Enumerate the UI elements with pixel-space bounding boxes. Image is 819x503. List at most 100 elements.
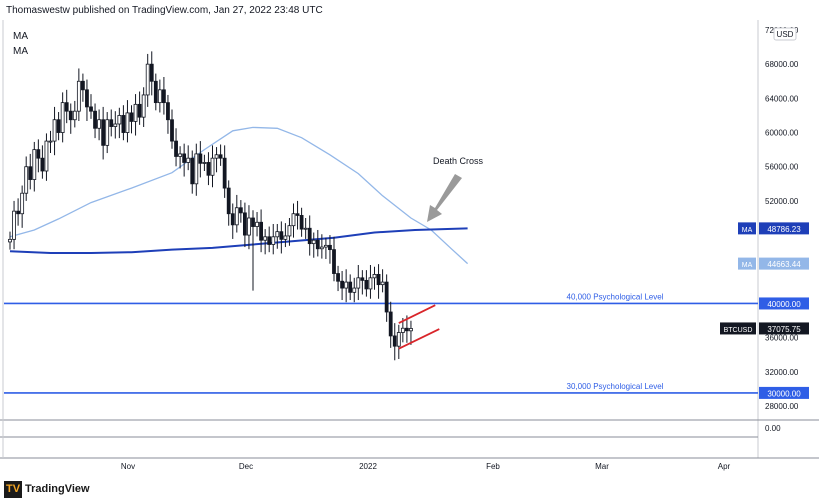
psychological-level-label: 40,000 Psychological Level: [567, 292, 664, 301]
level-price-label: 40000.00: [767, 300, 801, 309]
candle-body: [271, 236, 276, 245]
candle-body: [299, 215, 304, 230]
candle-body: [174, 140, 178, 157]
psychological-level-label: 30,000 Psychological Level: [567, 382, 664, 391]
candle-body: [396, 332, 401, 347]
candle-body: [137, 103, 142, 118]
candle-body: [81, 80, 85, 91]
channel-upper-line[interactable]: [398, 304, 436, 324]
candle-body: [129, 112, 134, 122]
candle-body: [145, 63, 150, 96]
candle-body: [105, 119, 110, 146]
candle-body: [141, 94, 146, 118]
candle-body: [392, 335, 397, 347]
currency-box[interactable]: [773, 27, 797, 41]
channel-lower-line[interactable]: [398, 328, 440, 350]
time-tick-label: Apr: [718, 462, 731, 471]
level-price-label: 30000.00: [767, 389, 801, 398]
candle-body: [222, 157, 227, 189]
level-price-badge: [759, 386, 809, 399]
candle-body: [259, 221, 264, 241]
candle-body: [287, 225, 292, 237]
candle-body: [409, 328, 413, 332]
symbol-label: BTCUSD: [724, 327, 753, 334]
candle-body: [384, 281, 389, 313]
ma-badge-label: MA: [742, 262, 753, 269]
ma-value-badge: [759, 222, 809, 235]
candle-body: [315, 239, 320, 250]
candle-body: [194, 153, 199, 185]
candle-body: [352, 287, 357, 293]
moving-average-slow-line[interactable]: [9, 227, 468, 254]
candle-body: [275, 231, 280, 238]
candle-body: [328, 244, 332, 251]
candle-body: [279, 231, 284, 240]
candle-body: [166, 102, 170, 121]
price-tick-label: 60000.00: [765, 129, 799, 138]
candle-body: [101, 119, 106, 146]
price-tick-label: 64000.00: [765, 94, 799, 103]
candle-body: [198, 153, 203, 164]
ma-indicator-label-1[interactable]: MA: [13, 31, 28, 42]
candle-body: [60, 102, 65, 133]
candle-body: [85, 89, 89, 108]
candle-body: [117, 115, 122, 125]
candle-body: [93, 110, 97, 129]
price-tick-label: 36000.00: [765, 334, 799, 343]
candle-body: [303, 227, 308, 230]
moving-average-fast-line[interactable]: [9, 126, 469, 265]
candle-body: [348, 281, 353, 293]
ma-badge-label: MA: [742, 227, 753, 234]
candle-body: [323, 244, 328, 248]
candle-body: [226, 187, 231, 215]
candle-body: [8, 238, 12, 243]
candle-body: [400, 327, 405, 333]
candle-body: [283, 235, 288, 240]
candle-body: [24, 166, 29, 194]
ma-badge-tag: [738, 257, 756, 270]
candle-body: [364, 279, 369, 290]
price-tick-label: 28000.00: [765, 402, 799, 411]
ma-badge-tag: [738, 222, 756, 235]
candle-body: [295, 213, 300, 216]
candle-body: [230, 213, 235, 226]
candle-body: [125, 112, 130, 133]
ma-value-label: 48786.23: [767, 225, 801, 234]
candle-body: [76, 80, 81, 112]
candle-body: [48, 140, 53, 143]
ma-indicator-label-2[interactable]: MA: [13, 46, 28, 57]
time-tick-label: Mar: [595, 462, 609, 471]
publish-header: Thomaswestw published on TradingView.com…: [6, 5, 323, 16]
candle-body: [368, 277, 373, 290]
candle-body: [344, 281, 349, 289]
candle-body: [388, 311, 393, 337]
time-tick-label: 2022: [359, 462, 377, 471]
candle-body: [182, 153, 187, 163]
candle-body: [28, 166, 33, 180]
candle-body: [32, 149, 37, 180]
candle-body: [64, 102, 69, 112]
candle-body: [12, 210, 16, 240]
candle-body: [206, 162, 211, 176]
candle-body: [170, 119, 174, 142]
tradingview-logo[interactable]: TV TradingView: [2, 479, 102, 501]
candle-body: [291, 213, 296, 227]
candle-body: [356, 277, 361, 289]
candle-body: [68, 110, 73, 121]
candle-body: [109, 119, 114, 127]
death-cross-label: Death Cross: [433, 156, 484, 166]
candle-body: [360, 277, 365, 281]
candle-body: [311, 239, 316, 245]
candle-body: [251, 217, 255, 227]
candle-body: [267, 236, 272, 245]
candle-body: [255, 221, 259, 227]
candle-body: [210, 157, 215, 176]
currency-label: USD: [777, 30, 794, 39]
last-price-label: 37075.75: [767, 325, 801, 334]
candle-body: [157, 89, 162, 104]
candle-body: [190, 157, 195, 185]
candle-body: [40, 157, 45, 172]
ma-value-badge: [759, 257, 809, 270]
candle-body: [319, 246, 324, 250]
